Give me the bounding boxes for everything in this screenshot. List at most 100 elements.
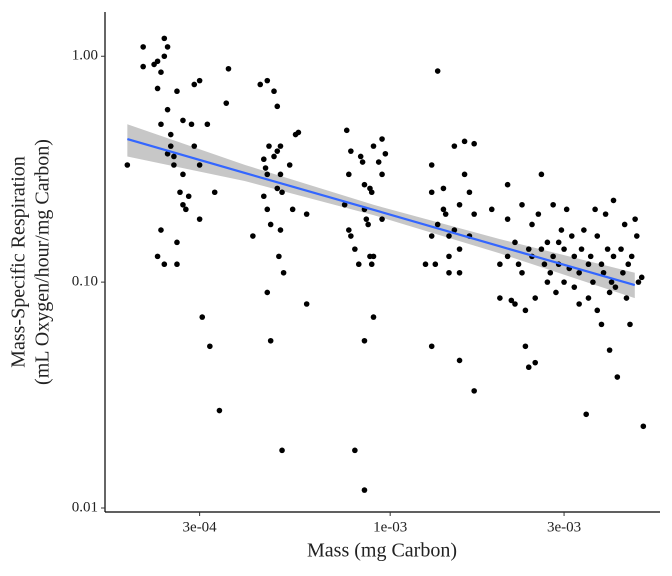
data-point — [264, 77, 271, 84]
data-point — [257, 81, 264, 88]
data-point — [625, 261, 632, 268]
data-point — [590, 279, 596, 285]
data-point — [185, 193, 192, 200]
data-point — [271, 88, 277, 95]
data-point — [379, 171, 385, 178]
data-point — [154, 85, 161, 92]
data-point — [191, 143, 198, 149]
data-point — [583, 411, 589, 418]
data-point — [628, 253, 635, 260]
data-point — [196, 216, 203, 222]
data-point — [274, 185, 281, 192]
data-point — [550, 253, 556, 260]
data-point — [576, 269, 582, 276]
data-point — [571, 253, 578, 260]
data-point — [600, 269, 607, 276]
y-tick-label: 0.10 — [72, 274, 98, 290]
data-point — [196, 162, 203, 168]
data-point — [571, 284, 578, 290]
data-point — [180, 117, 186, 124]
data-point — [508, 297, 515, 304]
data-point — [361, 181, 368, 188]
data-point — [512, 239, 518, 246]
data-point — [541, 261, 548, 268]
data-point — [375, 159, 382, 165]
data-point — [204, 121, 211, 128]
data-point — [280, 269, 287, 276]
data-point — [555, 239, 562, 246]
data-point — [532, 295, 539, 301]
data-point — [289, 206, 296, 213]
data-point — [355, 261, 362, 268]
data-point — [632, 216, 638, 222]
data-point — [164, 106, 171, 113]
data-point — [346, 227, 352, 233]
data-point — [620, 269, 626, 276]
data-point — [488, 206, 495, 213]
data-point — [207, 343, 213, 350]
data-point — [638, 274, 645, 281]
data-point — [368, 261, 375, 268]
data-point — [216, 407, 223, 414]
data-point — [544, 279, 551, 285]
data-point — [456, 246, 463, 252]
data-point — [180, 171, 186, 178]
data-point — [264, 206, 271, 213]
data-point — [279, 447, 285, 454]
data-point — [497, 261, 503, 268]
data-point — [266, 143, 272, 149]
data-point — [154, 58, 161, 65]
data-point — [174, 239, 180, 246]
data-point — [497, 295, 503, 301]
data-point — [223, 100, 230, 106]
data-point — [512, 301, 518, 307]
data-point — [614, 374, 621, 380]
data-point — [346, 171, 352, 178]
data-point — [264, 171, 271, 178]
data-point — [225, 65, 232, 72]
data-point — [295, 129, 302, 136]
data-point — [348, 233, 354, 239]
data-point — [525, 246, 532, 252]
data-point — [522, 307, 529, 314]
data-point — [581, 227, 587, 233]
data-point — [547, 269, 554, 276]
x-tick-label: 1e-03 — [373, 519, 407, 535]
y-tick-label: 1.00 — [72, 48, 98, 64]
data-point — [532, 359, 539, 366]
data-point — [442, 211, 449, 217]
data-point — [538, 246, 545, 252]
data-point — [434, 68, 441, 74]
data-point — [604, 246, 611, 252]
data-point — [180, 201, 186, 208]
data-point — [271, 153, 277, 160]
data-point — [196, 77, 203, 84]
data-point — [260, 156, 267, 163]
data-point — [267, 221, 274, 228]
y-axis-title: (mL Oxygen/hour/mg Carbon) — [32, 139, 54, 385]
data-point — [446, 253, 452, 260]
data-point — [428, 162, 435, 168]
data-point — [585, 261, 592, 268]
data-point — [456, 357, 463, 364]
data-point — [379, 216, 385, 222]
data-point — [461, 138, 468, 145]
data-point — [250, 233, 256, 239]
data-point — [471, 388, 477, 394]
fit-line — [127, 137, 636, 287]
data-point — [504, 253, 511, 260]
data-point — [471, 211, 477, 217]
data-point — [352, 246, 358, 252]
data-point — [504, 181, 511, 188]
data-point — [585, 295, 592, 301]
data-point — [440, 206, 447, 213]
data-point — [343, 127, 350, 134]
data-point — [370, 143, 377, 149]
data-point — [161, 35, 168, 42]
data-point — [525, 364, 532, 371]
data-point — [171, 153, 177, 160]
data-point — [608, 279, 615, 285]
data-point — [446, 269, 452, 276]
data-point — [434, 221, 441, 228]
